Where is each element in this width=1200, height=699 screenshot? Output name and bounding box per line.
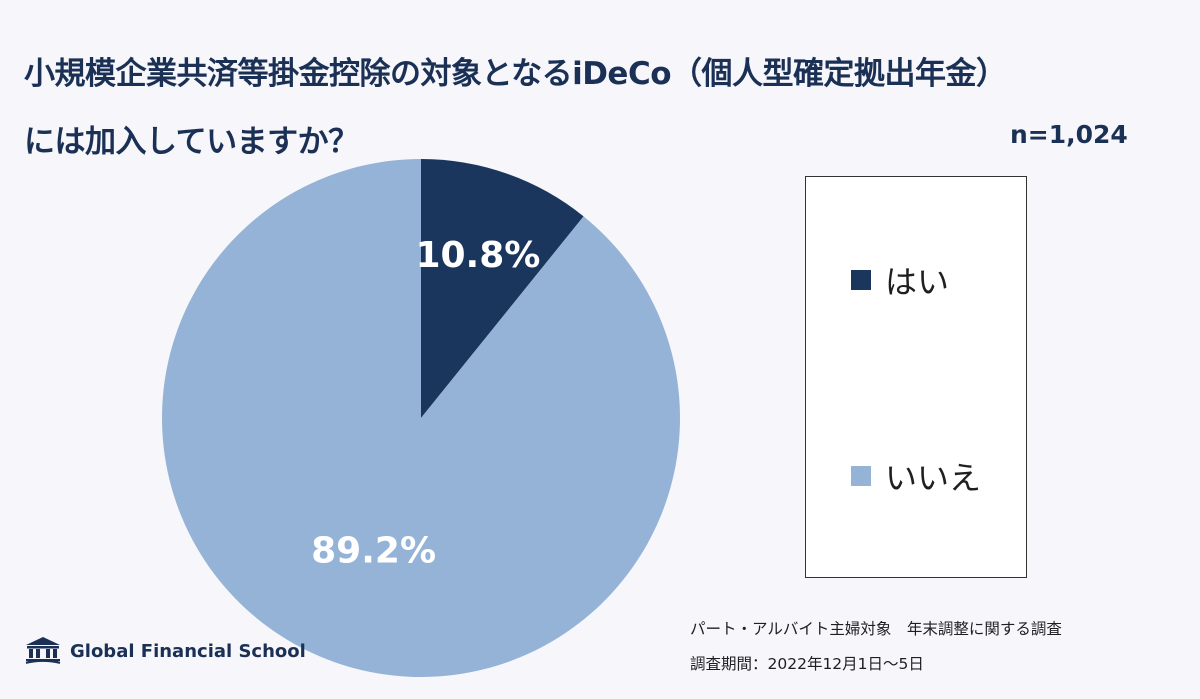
legend-swatch-yes [851, 270, 871, 290]
sample-size: n=1,024 [1010, 120, 1128, 149]
school-building-icon [25, 637, 61, 664]
legend-swatch-no [851, 466, 871, 486]
survey-period: 調査期間：2022年12月1日～5日 [690, 655, 924, 673]
data-label-no: 89.2% [311, 530, 436, 571]
logo-text: Global Financial School [70, 640, 306, 662]
pie-slice-yes [421, 159, 584, 418]
legend-label-no: いいえ [885, 459, 982, 497]
logo: Global Financial School [22, 636, 306, 666]
legend-item-yes: はい [851, 257, 949, 303]
data-label-yes: 10.8% [415, 235, 540, 276]
legend-label-yes: はい [885, 263, 950, 301]
survey-description: パート・アルバイト主婦対象 年末調整に関する調査 [690, 620, 1062, 638]
chart-title-line-1: 小規模企業共済等掛金控除の対象となるiDeCo（個人型確定拠出年金） [24, 56, 1007, 92]
legend-item-no: いいえ [851, 453, 981, 499]
chart-title-line-2: には加入していますか？ [24, 124, 359, 160]
pie-slice-no [162, 158, 680, 677]
legend: はい いいえ [805, 176, 1027, 578]
